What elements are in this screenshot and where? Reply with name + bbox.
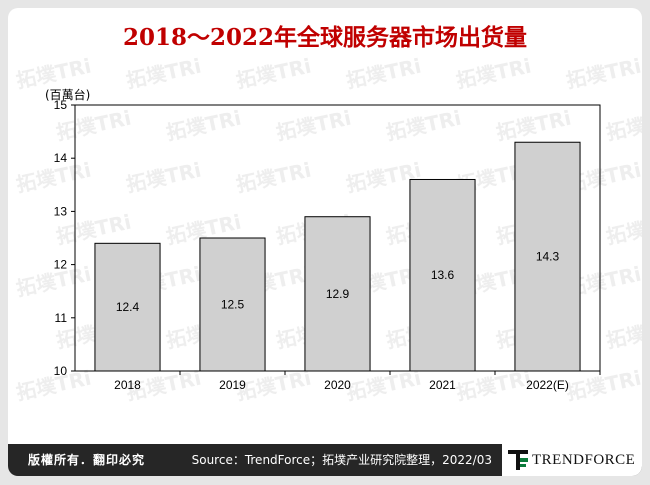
chart-card: 2018～2022年全球服务器市场出货量 拓墣TRi 拓墣TRi 拓墣TRi 拓墣TR… bbox=[8, 8, 642, 476]
watermark-tile: 拓墣TRi bbox=[234, 158, 313, 197]
watermark-tile: 拓墣TRi bbox=[564, 54, 642, 93]
trendforce-logo: TRENDFORCE bbox=[502, 444, 642, 476]
bar bbox=[409, 178, 476, 372]
plot-area: (百萬台) 10 11 12 13 14 15 12.4 2018 12.5 2019 12.9 202… bbox=[45, 87, 601, 392]
copyright-notice: 版權所有．翻印必究 bbox=[28, 453, 146, 467]
bar-chart: 拓墣TRi 拓墣TRi 拓墣TRi 拓墣TRi 拓墣TRi 拓墣TRi 拓墣TRi 拓墣TRi… bbox=[14, 54, 642, 405]
x-tick-label: 2018 bbox=[114, 378, 141, 392]
footer-bar: 版權所有．翻印必究 Source：TrendForce；拓墣产业研究院整理，20… bbox=[8, 444, 642, 476]
bar bbox=[199, 237, 266, 372]
bar-value-label: 12.4 bbox=[116, 300, 140, 314]
bar bbox=[304, 216, 371, 372]
watermark-tile: 拓墣TRi bbox=[14, 54, 93, 93]
y-tick-label: 12 bbox=[54, 258, 68, 272]
bar-value-label: 13.6 bbox=[431, 268, 455, 282]
bar-value-label: 12.9 bbox=[326, 287, 350, 301]
source-note: Source：TrendForce；拓墣产业研究院整理，2022/03 bbox=[191, 453, 492, 467]
x-tick-label: 2019 bbox=[219, 378, 246, 392]
watermark-tile: 拓墣TRi bbox=[384, 106, 463, 145]
watermark-tile: 拓墣TRi bbox=[124, 54, 203, 93]
watermark-tile: 拓墣TRi bbox=[234, 366, 313, 405]
watermark-tile: 拓墣TRi bbox=[454, 366, 533, 405]
chart-title: 2018～2022年全球服务器市场出货量 bbox=[122, 24, 528, 51]
watermark-tile: 拓墣TRi bbox=[124, 158, 203, 197]
watermark-tile: 拓墣TRi bbox=[604, 210, 642, 249]
x-tick-label: 2020 bbox=[324, 378, 351, 392]
watermark-tile: 拓墣TRi bbox=[604, 314, 642, 353]
x-tick-label: 2022(E) bbox=[526, 378, 569, 392]
trendforce-logo-mark-icon bbox=[508, 450, 528, 470]
y-tick-label: 11 bbox=[55, 311, 68, 325]
y-tick-label: 14 bbox=[54, 151, 68, 165]
bar bbox=[514, 141, 581, 372]
watermark-tile: 拓墣TRi bbox=[234, 54, 313, 93]
watermark-tile: 拓墣TRi bbox=[344, 54, 423, 93]
x-tick-label: 2021 bbox=[429, 378, 456, 392]
watermark-tile: 拓墣TRi bbox=[454, 54, 533, 93]
y-tick-label: 15 bbox=[54, 98, 68, 112]
watermark-tile: 拓墣TRi bbox=[164, 106, 243, 145]
y-tick-label: 10 bbox=[54, 364, 68, 378]
bar bbox=[94, 242, 161, 372]
watermark-tile: 拓墣TRi bbox=[344, 366, 423, 405]
watermark-tile: 拓墣TRi bbox=[564, 366, 642, 405]
logo-wordmark: TRENDFORCE bbox=[532, 452, 636, 468]
watermark-tile: 拓墣TRi bbox=[274, 106, 353, 145]
watermark-tile: 拓墣TRi bbox=[604, 106, 642, 145]
y-tick-label: 13 bbox=[54, 204, 68, 218]
watermark-tile: 拓墣TRi bbox=[494, 106, 573, 145]
y-axis-unit-label: (百萬台) bbox=[45, 87, 90, 102]
bar-value-label: 14.3 bbox=[536, 250, 560, 264]
bar-value-label: 12.5 bbox=[221, 298, 245, 312]
